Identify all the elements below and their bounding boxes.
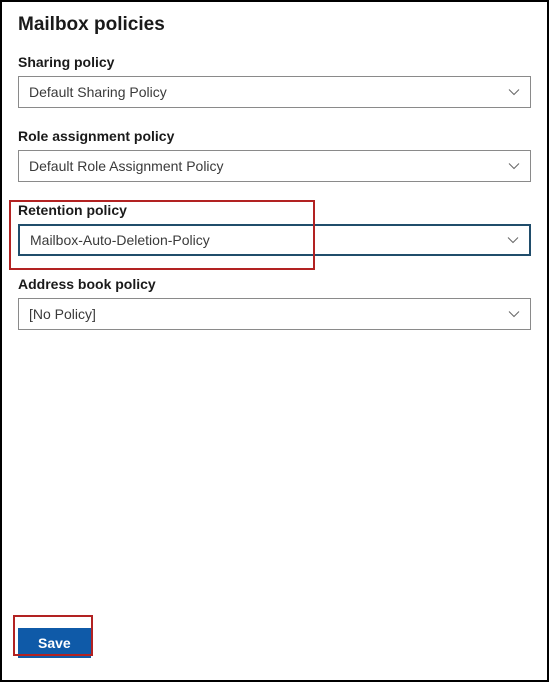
address-book-policy-field: Address book policy [No Policy] [18,276,531,330]
footer: Save [18,628,91,658]
save-button[interactable]: Save [18,628,91,658]
chevron-down-icon [508,162,520,170]
role-assignment-policy-field: Role assignment policy Default Role Assi… [18,128,531,182]
address-book-policy-value: [No Policy] [29,306,500,322]
retention-policy-label: Retention policy [18,202,531,218]
sharing-policy-select[interactable]: Default Sharing Policy [18,76,531,108]
page-title: Mailbox policies [18,14,531,36]
address-book-policy-select[interactable]: [No Policy] [18,298,531,330]
mailbox-policies-panel: Mailbox policies Sharing policy Default … [0,0,549,682]
chevron-down-icon [508,88,520,96]
chevron-down-icon [508,310,520,318]
chevron-down-icon [507,236,519,244]
sharing-policy-value: Default Sharing Policy [29,84,500,100]
role-assignment-policy-label: Role assignment policy [18,128,531,144]
retention-policy-value: Mailbox-Auto-Deletion-Policy [30,232,499,248]
sharing-policy-field: Sharing policy Default Sharing Policy [18,54,531,108]
retention-policy-field: Retention policy Mailbox-Auto-Deletion-P… [18,202,531,256]
address-book-policy-label: Address book policy [18,276,531,292]
sharing-policy-label: Sharing policy [18,54,531,70]
retention-policy-select[interactable]: Mailbox-Auto-Deletion-Policy [18,224,531,256]
role-assignment-policy-select[interactable]: Default Role Assignment Policy [18,150,531,182]
role-assignment-policy-value: Default Role Assignment Policy [29,158,500,174]
